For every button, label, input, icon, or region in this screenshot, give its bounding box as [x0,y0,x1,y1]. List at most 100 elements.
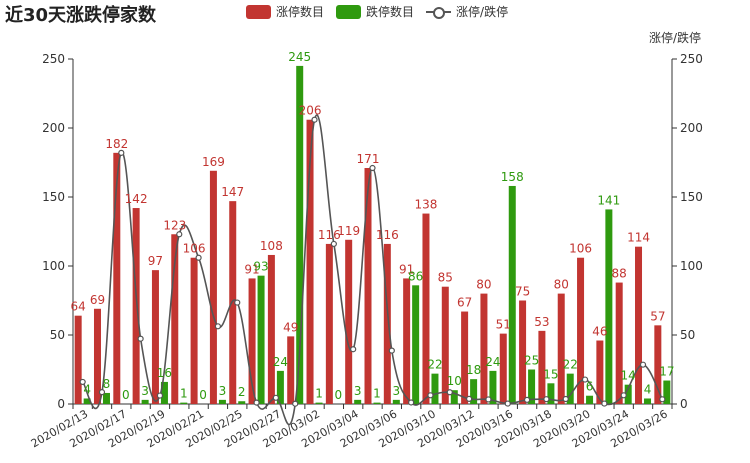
data-label-up: 123 [163,218,186,232]
y-tick-label-right: 200 [680,121,703,135]
right-axis-title: 涨停/跌停 [649,30,701,45]
data-label-down: 86 [408,269,423,283]
bar-up [480,293,488,404]
ratio-point [292,400,299,407]
bar-down [644,398,652,404]
ratio-point [485,396,492,403]
data-label-down: 8 [103,377,111,391]
bar-down [257,275,265,404]
y-tick-label-left: 250 [42,52,65,66]
ratio-point [620,392,627,399]
data-label-up: 106 [183,242,206,256]
data-label-up: 119 [337,224,360,238]
ratio-point [118,149,125,156]
ratio-point [137,335,144,342]
bar-down [412,285,420,404]
bar-up [151,270,159,404]
bar-down [315,402,323,404]
ratio-point [408,399,415,406]
data-label-down: 25 [524,354,539,368]
data-label-up: 138 [415,198,438,212]
data-label-down: 1 [373,387,381,401]
data-label-down: 17 [659,365,674,379]
legend-label-up: 涨停数目 [276,5,325,19]
bars-group [74,65,671,405]
legend-item-up[interactable]: 涨停数目 [246,3,324,20]
data-label-down: 14 [621,369,636,383]
data-label-down: 15 [543,367,558,381]
data-label-up: 97 [148,254,163,268]
bar-up [557,293,565,404]
bar-down [83,398,91,404]
data-label-up: 80 [476,278,491,292]
data-label-down: 0 [335,388,343,402]
bar-up [596,340,604,404]
data-label-down: 10 [447,374,462,388]
ratio-point [562,395,569,403]
bar-up [345,239,353,404]
ratio-point [195,254,202,261]
bar-up [615,282,623,404]
bar-down [605,209,613,404]
bar-down [276,370,284,404]
ratio-point [330,240,337,248]
bar-down [238,401,246,404]
ratio-point [79,378,86,386]
bar-down [160,381,168,404]
ratio-point [156,392,164,399]
bar-down [470,379,478,404]
data-label-up: 182 [105,137,128,151]
data-label-up: 116 [376,228,399,242]
bar-down [354,399,362,404]
bar-down [566,373,574,404]
ratio-point [446,389,453,396]
legend-item-ratio[interactable]: 涨停/跌停 [426,3,508,20]
ratio-point [272,394,279,401]
data-label-up: 85 [438,271,453,285]
ratio-point [523,396,531,403]
chart-legend: 涨停数目 跌停数目 涨停/跌停 [246,3,520,20]
bar-up [229,201,237,404]
bar-down [508,185,516,404]
data-label-up: 206 [299,104,322,118]
bar-up [287,336,295,404]
y-tick-label-right: 250 [680,52,703,66]
y-tick-label-left: 50 [50,328,65,342]
data-label-down: 1 [315,387,323,401]
data-label-up: 142 [125,192,148,206]
data-label-up: 91 [399,262,414,276]
bar-up [267,254,275,404]
ratio-point [581,376,589,383]
ratio-point [601,400,608,407]
ratio-point [639,361,647,368]
bar-up [422,213,430,404]
y-tick-label-right: 100 [680,259,703,273]
ratio-point [659,396,666,403]
legend-item-down[interactable]: 跌停数目 [336,3,414,20]
ratio-point [350,346,357,353]
ratio-point [427,392,434,399]
bar-up [519,300,527,404]
data-label-down: 3 [141,384,149,398]
bar-up [248,278,256,404]
data-label-up: 57 [650,309,665,323]
data-label-down: 93 [253,260,268,274]
bar-down [373,402,381,404]
ratio-point [176,231,183,238]
y-tick-label-left: 200 [42,121,65,135]
bar-up [403,278,411,404]
bar-up [441,286,449,404]
data-label-up: 46 [592,325,607,339]
data-label-down: 24 [485,355,500,369]
ratio-point [311,116,318,123]
data-label-up: 106 [569,242,592,256]
legend-swatch-up [246,4,271,19]
bar-down [180,402,188,404]
bar-up [74,315,82,404]
line-group [79,114,666,426]
data-label-down: 6 [586,380,594,394]
data-labels-group: 6446981820142397161231106016931472919310… [71,50,675,402]
data-label-up: 116 [318,228,341,242]
data-label-down: 24 [273,355,288,369]
bar-down [218,399,226,404]
